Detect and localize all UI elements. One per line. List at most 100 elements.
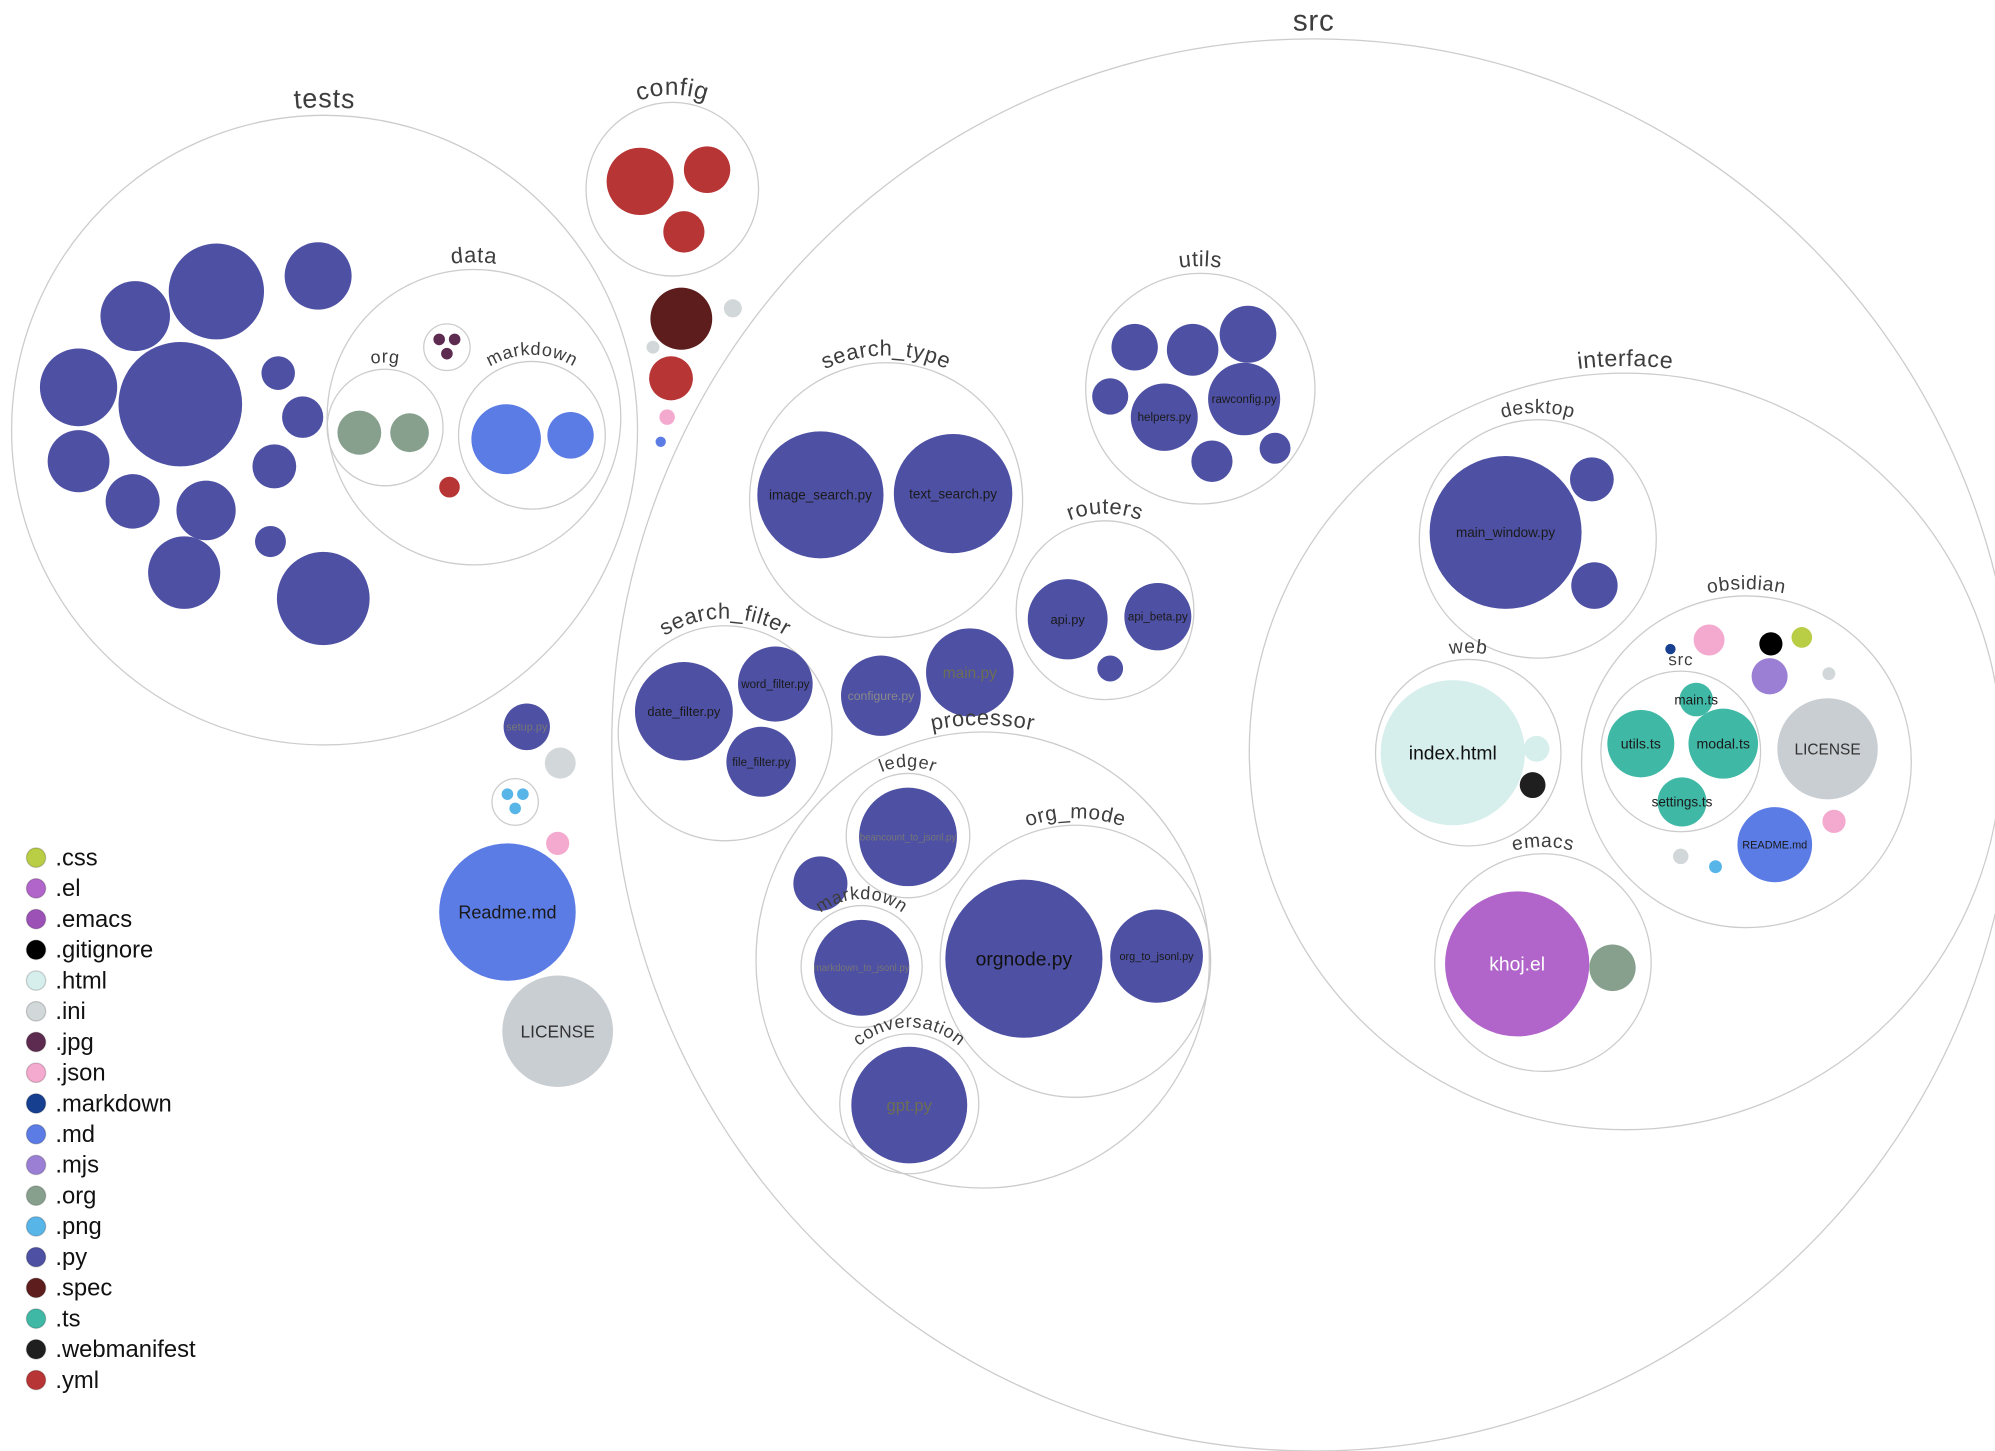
file-circle-.yml [606, 147, 674, 216]
dir-circle-markdown [457, 360, 606, 510]
file-circle-.ini [646, 340, 660, 354]
dir-label-web: web [1447, 635, 1489, 659]
legend-swatch-.json [25, 1062, 47, 1084]
file-circle-org_to_jsonl.py [1110, 909, 1203, 1003]
legend-label-.spec: .spec [55, 1275, 112, 1302]
file-circle-.py [282, 396, 324, 438]
dir-circle-utils [1085, 272, 1316, 505]
dir-label-markdown: markdown [483, 339, 582, 371]
file-circle-.py [276, 551, 370, 646]
dir-circle-org_mode [939, 824, 1212, 1098]
legend-swatch-.png [25, 1216, 47, 1237]
legend-label-.mjs: .mjs [55, 1152, 99, 1179]
dir-label-search_type: search_type [817, 335, 955, 373]
dir-circle-markdown [800, 904, 923, 1029]
dir-label-org: org [369, 347, 401, 368]
file-label-Readme.md: Readme.md [458, 902, 556, 922]
legend-swatch-.py [25, 1246, 47, 1268]
file-circle-.ini [723, 299, 742, 318]
file-label-gpt.py: gpt.py [886, 1096, 932, 1115]
legend-label-.ts: .ts [55, 1305, 80, 1332]
file-circle-.md [655, 436, 666, 447]
file-circle-.py [1569, 457, 1614, 502]
legend-label-.el: .el [55, 875, 80, 902]
legend-label-.png: .png [55, 1213, 101, 1240]
dir-circle-emacs [1434, 853, 1652, 1073]
legend-swatch-.emacs [25, 908, 47, 930]
file-circle-markdown_to_jsonl.py [813, 919, 910, 1016]
dir-circle-group [423, 323, 471, 372]
file-circle-file_filter.py [726, 726, 796, 797]
dir-label-config: config [632, 74, 712, 107]
legend-label-.json: .json [55, 1059, 105, 1086]
file-circle-.py [105, 474, 160, 529]
dir-circle-tests [10, 114, 639, 746]
file-circle-.py [284, 242, 352, 310]
dir-label-emacs: emacs [1510, 830, 1577, 856]
file-label-modal.ts: modal.ts [1697, 737, 1750, 753]
dir-circle-conversation [839, 1033, 980, 1175]
file-circle-text_search.py [893, 434, 1013, 554]
file-circle-.json [1693, 624, 1725, 656]
file-circle-main.ts [1679, 682, 1713, 717]
dir-label-src: src [1667, 650, 1694, 670]
dir-label-org_mode: org_mode [1022, 800, 1129, 831]
dir-circle-web [1374, 658, 1562, 847]
file-circle-.org [337, 410, 382, 455]
dir-label-obsidian: obsidian [1705, 572, 1788, 598]
file-circle-api.py [1027, 579, 1108, 660]
file-label-khoj.el: khoj.el [1489, 954, 1545, 976]
file-circle-.jpg [433, 333, 445, 346]
file-circle-.py [1219, 305, 1277, 363]
file-label-settings.ts: settings.ts [1652, 795, 1713, 810]
dir-circle-data [326, 268, 622, 566]
file-circle-.py [39, 348, 118, 427]
dir-circle-config [585, 101, 760, 277]
file-circle-.py [1571, 562, 1618, 609]
file-circle-.jpg [448, 333, 461, 346]
file-circle-date_filter.py [634, 662, 733, 761]
file-circle-.ini [1822, 667, 1836, 681]
dir-circle-org [326, 368, 444, 487]
file-circle-main.py [926, 628, 1014, 717]
file-circle-.gitignore [1759, 632, 1783, 656]
file-circle-.ini [1673, 848, 1689, 865]
dir-label-ledger: ledger [876, 751, 940, 776]
file-circle-khoj.el [1445, 891, 1590, 1037]
dir-label-utils: utils [1177, 246, 1224, 273]
dir-label-data: data [449, 242, 498, 269]
file-circle-LICENSE [502, 975, 614, 1087]
file-circle-main_window.py [1429, 456, 1582, 609]
dir-circle-desktop [1418, 419, 1657, 659]
dir-label-arc [603, 31, 1995, 745]
dir-label-search_filter: search_filter [655, 598, 796, 640]
legend-swatch-.mjs [25, 1154, 47, 1176]
dir-circle-search_type [748, 362, 1024, 639]
dir-label-interface: interface [1576, 345, 1675, 374]
file-label-index.html: index.html [1409, 742, 1497, 764]
file-circle-.py [118, 342, 243, 467]
legend-swatch-.org [25, 1185, 47, 1207]
dir-circle-src [1600, 670, 1762, 833]
file-label-utils.ts: utils.ts [1621, 737, 1661, 753]
file-circle-.ini [544, 747, 576, 779]
file-circle-.py [1092, 378, 1129, 415]
dir-circle-search_filter [617, 625, 833, 842]
file-circle-.json [1822, 809, 1846, 834]
dir-circle-interface [1248, 372, 1995, 1131]
legend-label-.jpg: .jpg [55, 1029, 93, 1056]
legend-swatch-.el [25, 878, 47, 899]
dir-circle-routers [1015, 520, 1195, 701]
file-circle-utils.ts [1607, 709, 1675, 778]
dir-label-arc [320, 262, 628, 417]
file-circle-.py [176, 480, 236, 541]
file-label-README.md: README.md [1742, 840, 1807, 852]
file-circle-.py [100, 281, 171, 352]
file-circle-configure.py [841, 655, 921, 736]
file-circle-.py [1259, 432, 1291, 464]
file-circle-.py [255, 525, 286, 558]
file-circle-.py [148, 536, 221, 609]
legend-swatch-.ts [25, 1308, 47, 1329]
file-label-api_beta.py: api_beta.py [1128, 611, 1188, 624]
file-circle-setup.py [503, 703, 550, 751]
